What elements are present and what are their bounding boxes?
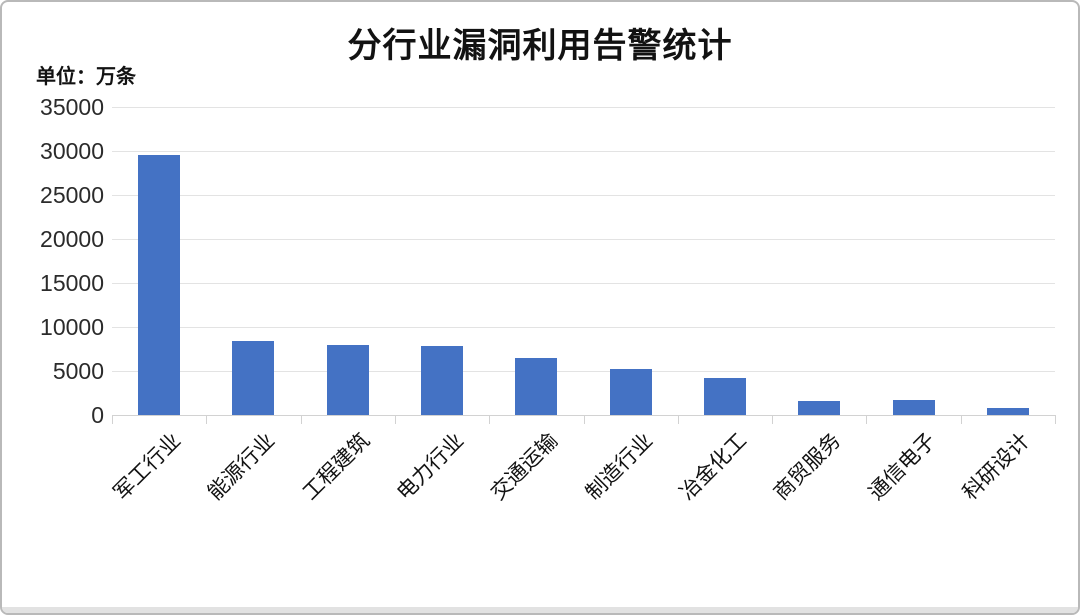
x-tick (300, 415, 302, 424)
bar-商贸服务 (798, 400, 841, 415)
bar-制造行业 (609, 369, 652, 415)
x-category-label: 交通运输 (486, 429, 563, 505)
x-tick (489, 415, 491, 424)
gridline (112, 239, 1055, 240)
y-tick-label: 30000 (40, 138, 104, 164)
chart-title: 分行业漏洞利用告警统计 (347, 27, 733, 65)
gridline (112, 327, 1055, 328)
bar-能源行业 (232, 341, 275, 415)
bar-通信电子 (892, 400, 935, 415)
bar-交通运输 (515, 357, 558, 415)
x-category-label: 制造行业 (581, 429, 657, 505)
y-tick-label: 0 (91, 402, 104, 428)
gridline (112, 151, 1055, 152)
bar-冶金化工 (703, 378, 746, 415)
y-tick-label: 35000 (40, 94, 104, 120)
bar-军工行业 (138, 155, 181, 415)
y-axis: 0 5000 10000 15000 20000 25000 30000 35000 (2, 2, 104, 613)
gridline (112, 107, 1055, 108)
y-tick-label: 20000 (40, 226, 104, 252)
x-tick (1055, 415, 1056, 424)
x-category-label: 冶金化工 (675, 429, 752, 505)
x-tick (394, 415, 396, 424)
x-tick (772, 415, 774, 424)
x-tick (206, 415, 208, 424)
gridline (112, 371, 1055, 372)
x-category-label: 科研设计 (958, 429, 1035, 505)
x-category-label: 能源行业 (204, 429, 280, 505)
x-tick (112, 415, 113, 424)
x-category-label: 商贸服务 (769, 429, 846, 505)
y-tick-label: 10000 (40, 314, 104, 340)
bottom-strip (2, 607, 1078, 613)
plot-area: 军工行业 能源行业 工程建筑 电力行业 交通运输 制造行业 冶金化工 商贸服务 通信电子 科研设计 (110, 107, 1056, 505)
x-category-label: 电力行业 (392, 429, 469, 505)
y-tick-label: 5000 (52, 358, 104, 384)
unit-label: 单位：万条 (36, 66, 136, 88)
bar-科研设计 (986, 408, 1029, 415)
x-tick (960, 415, 962, 424)
gridline (112, 283, 1055, 284)
x-category-label: 军工行业 (109, 429, 186, 505)
x-tick (866, 415, 868, 424)
x-tick (583, 415, 585, 424)
x-category-label: 工程建筑 (298, 429, 375, 505)
gridline (112, 195, 1055, 196)
y-tick-label: 15000 (40, 270, 104, 296)
x-category-label: 通信电子 (864, 429, 940, 505)
y-tick-label: 25000 (40, 182, 104, 208)
bar-电力行业 (421, 346, 464, 415)
bar-工程建筑 (326, 345, 369, 415)
x-tick (677, 415, 679, 424)
